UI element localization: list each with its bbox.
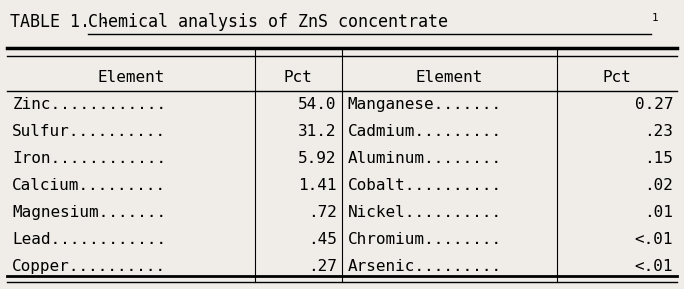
Text: Iron............: Iron............ <box>12 151 166 166</box>
Text: 31.2: 31.2 <box>298 124 337 139</box>
Text: Cobalt..........: Cobalt.......... <box>347 178 501 193</box>
Text: Manganese.......: Manganese....... <box>347 97 501 112</box>
Text: Aluminum........: Aluminum........ <box>347 151 501 166</box>
Text: 1.41: 1.41 <box>298 178 337 193</box>
Text: .15: .15 <box>644 151 673 166</box>
Text: .01: .01 <box>644 205 673 220</box>
Text: .72: .72 <box>308 205 337 220</box>
Text: .23: .23 <box>644 124 673 139</box>
Text: Chemical analysis of ZnS concentrate: Chemical analysis of ZnS concentrate <box>88 13 447 31</box>
Text: Nickel..........: Nickel.......... <box>347 205 501 220</box>
Text: Chromium........: Chromium........ <box>347 232 501 247</box>
Text: 1: 1 <box>652 13 659 23</box>
Text: TABLE 1. -: TABLE 1. - <box>10 13 120 31</box>
Text: <.01: <.01 <box>635 232 673 247</box>
Text: .45: .45 <box>308 232 337 247</box>
Text: 0.27: 0.27 <box>635 97 673 112</box>
Text: .02: .02 <box>644 178 673 193</box>
Text: Pct: Pct <box>603 70 631 85</box>
Text: <.01: <.01 <box>635 259 673 274</box>
Text: 54.0: 54.0 <box>298 97 337 112</box>
Text: Sulfur..........: Sulfur.......... <box>12 124 166 139</box>
Text: .27: .27 <box>308 259 337 274</box>
Text: Calcium.........: Calcium......... <box>12 178 166 193</box>
Text: Copper..........: Copper.......... <box>12 259 166 274</box>
Text: Cadmium.........: Cadmium......... <box>347 124 501 139</box>
Text: Element: Element <box>97 70 165 85</box>
Text: Element: Element <box>416 70 483 85</box>
Text: 5.92: 5.92 <box>298 151 337 166</box>
Text: Magnesium.......: Magnesium....... <box>12 205 166 220</box>
Text: Arsenic.........: Arsenic......... <box>347 259 501 274</box>
Text: Zinc............: Zinc............ <box>12 97 166 112</box>
Text: Lead............: Lead............ <box>12 232 166 247</box>
Text: Pct: Pct <box>284 70 313 85</box>
